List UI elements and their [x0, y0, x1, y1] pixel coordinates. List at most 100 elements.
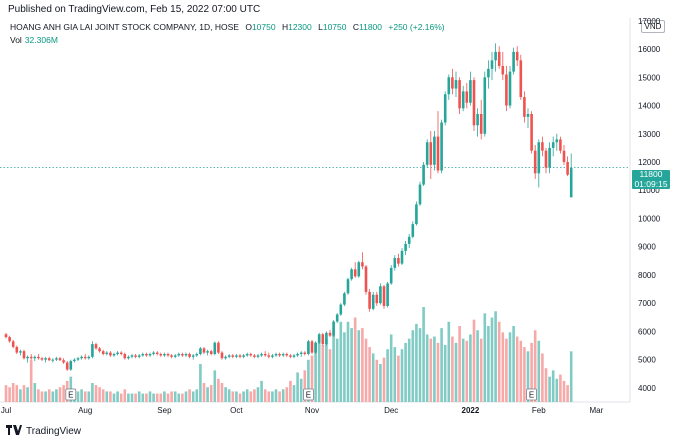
- candle-body: [112, 354, 116, 356]
- candle-body: [116, 352, 119, 354]
- candle-body: [109, 352, 112, 356]
- candle-body: [173, 355, 177, 357]
- candle-body: [159, 354, 163, 356]
- price-tick-label: 14000: [638, 102, 661, 111]
- candle-body: [177, 354, 181, 356]
- volume-bar: [292, 385, 296, 402]
- candle-body: [137, 355, 141, 357]
- volume-bar: [494, 311, 497, 402]
- candle-body: [389, 267, 393, 284]
- candle-body: [37, 356, 40, 359]
- volume-bar: [91, 383, 94, 402]
- volume-bar: [458, 326, 461, 402]
- volume-bar: [483, 313, 487, 402]
- bar-countdown: 01:09:15: [634, 178, 668, 189]
- earnings-marker-box: [65, 388, 77, 401]
- volume-bar: [415, 323, 418, 402]
- candle-body: [335, 314, 339, 322]
- volume-bar: [105, 391, 109, 402]
- candle-body: [429, 142, 433, 165]
- volume-bar: [29, 359, 33, 402]
- candle-body: [328, 332, 332, 336]
- volume-bar: [526, 351, 530, 402]
- volume-bar: [451, 336, 454, 402]
- volume-bar: [51, 391, 55, 402]
- candle-body: [404, 243, 407, 251]
- earnings-marker-label: E: [529, 391, 534, 400]
- candle-body: [368, 291, 371, 309]
- candle-body: [458, 80, 461, 109]
- volume-bar: [472, 319, 476, 402]
- candle-body: [519, 60, 523, 98]
- volume-bar: [47, 389, 51, 402]
- last-price-tag: 11800 01:09:15: [632, 169, 670, 189]
- volume-bar: [213, 370, 217, 402]
- footer-brand[interactable]: TradingView: [6, 425, 81, 438]
- price-tick-label: 11000: [638, 186, 660, 195]
- candle-body: [353, 269, 357, 277]
- candle-body: [11, 341, 15, 347]
- change-value: +250 (+2.16%): [388, 22, 445, 32]
- candle-body: [80, 356, 83, 359]
- volume-bar: [87, 391, 91, 402]
- candle-body: [40, 358, 44, 360]
- price-axis: 17000 16000 15000 14000 13000 12000 11000 10000…: [638, 17, 661, 393]
- high-value: 12300: [288, 22, 312, 32]
- volume-bar: [566, 385, 569, 402]
- candle-body: [559, 139, 562, 151]
- volume-bar: [235, 391, 238, 402]
- candle-body: [436, 136, 440, 171]
- volume-bar: [501, 332, 505, 402]
- currency-button[interactable]: VND: [641, 20, 665, 33]
- candle-body: [386, 283, 389, 306]
- price-tick-label: 7000: [638, 299, 656, 308]
- candle-body: [544, 150, 548, 168]
- volume-bar: [130, 393, 134, 402]
- price-tick-label: 17000: [638, 17, 661, 26]
- candle-body: [479, 114, 483, 134]
- candle-body: [443, 94, 447, 123]
- volume-bar: [173, 391, 177, 402]
- candle-body: [562, 150, 566, 162]
- candle-body: [141, 354, 145, 356]
- candle-body: [65, 362, 69, 370]
- candle-body: [490, 60, 494, 69]
- volume-bar: [541, 353, 544, 402]
- candle-body: [505, 74, 508, 106]
- candle-body: [69, 361, 73, 370]
- candle-body: [260, 354, 263, 356]
- volume-bar: [440, 328, 443, 402]
- volume-bar: [299, 378, 303, 402]
- volume-bar: [181, 393, 184, 402]
- candle-body: [238, 355, 242, 357]
- volume-bar: [371, 353, 375, 402]
- volume-bar: [562, 380, 566, 402]
- candle-body: [526, 114, 530, 117]
- price-tick-label: 5000: [638, 356, 656, 365]
- volume-bar: [343, 332, 346, 402]
- volume-bar: [177, 393, 181, 402]
- volume-bar: [83, 391, 87, 402]
- volume-bar: [112, 393, 116, 402]
- volume-bar: [548, 376, 551, 402]
- volume-bar: [490, 317, 494, 402]
- tradingview-logo-icon: [6, 425, 22, 438]
- volume-bar: [245, 389, 249, 402]
- volume-value: 32.306M: [24, 35, 58, 45]
- volume-bar: [317, 334, 321, 402]
- candle-body: [483, 77, 487, 134]
- volume-bar: [515, 336, 519, 402]
- candle-body: [119, 352, 123, 354]
- volume-bar: [145, 393, 148, 402]
- volume-bar: [519, 340, 523, 402]
- close-label: C: [352, 22, 359, 32]
- volume-bar: [361, 328, 364, 402]
- volume-bar: [303, 370, 307, 402]
- volume-bar: [310, 355, 314, 402]
- volume-bar: [40, 391, 44, 402]
- candle-body: [105, 352, 109, 354]
- volume-bar: [436, 342, 440, 402]
- volume-bar: [80, 389, 83, 402]
- candle-body: [134, 355, 137, 357]
